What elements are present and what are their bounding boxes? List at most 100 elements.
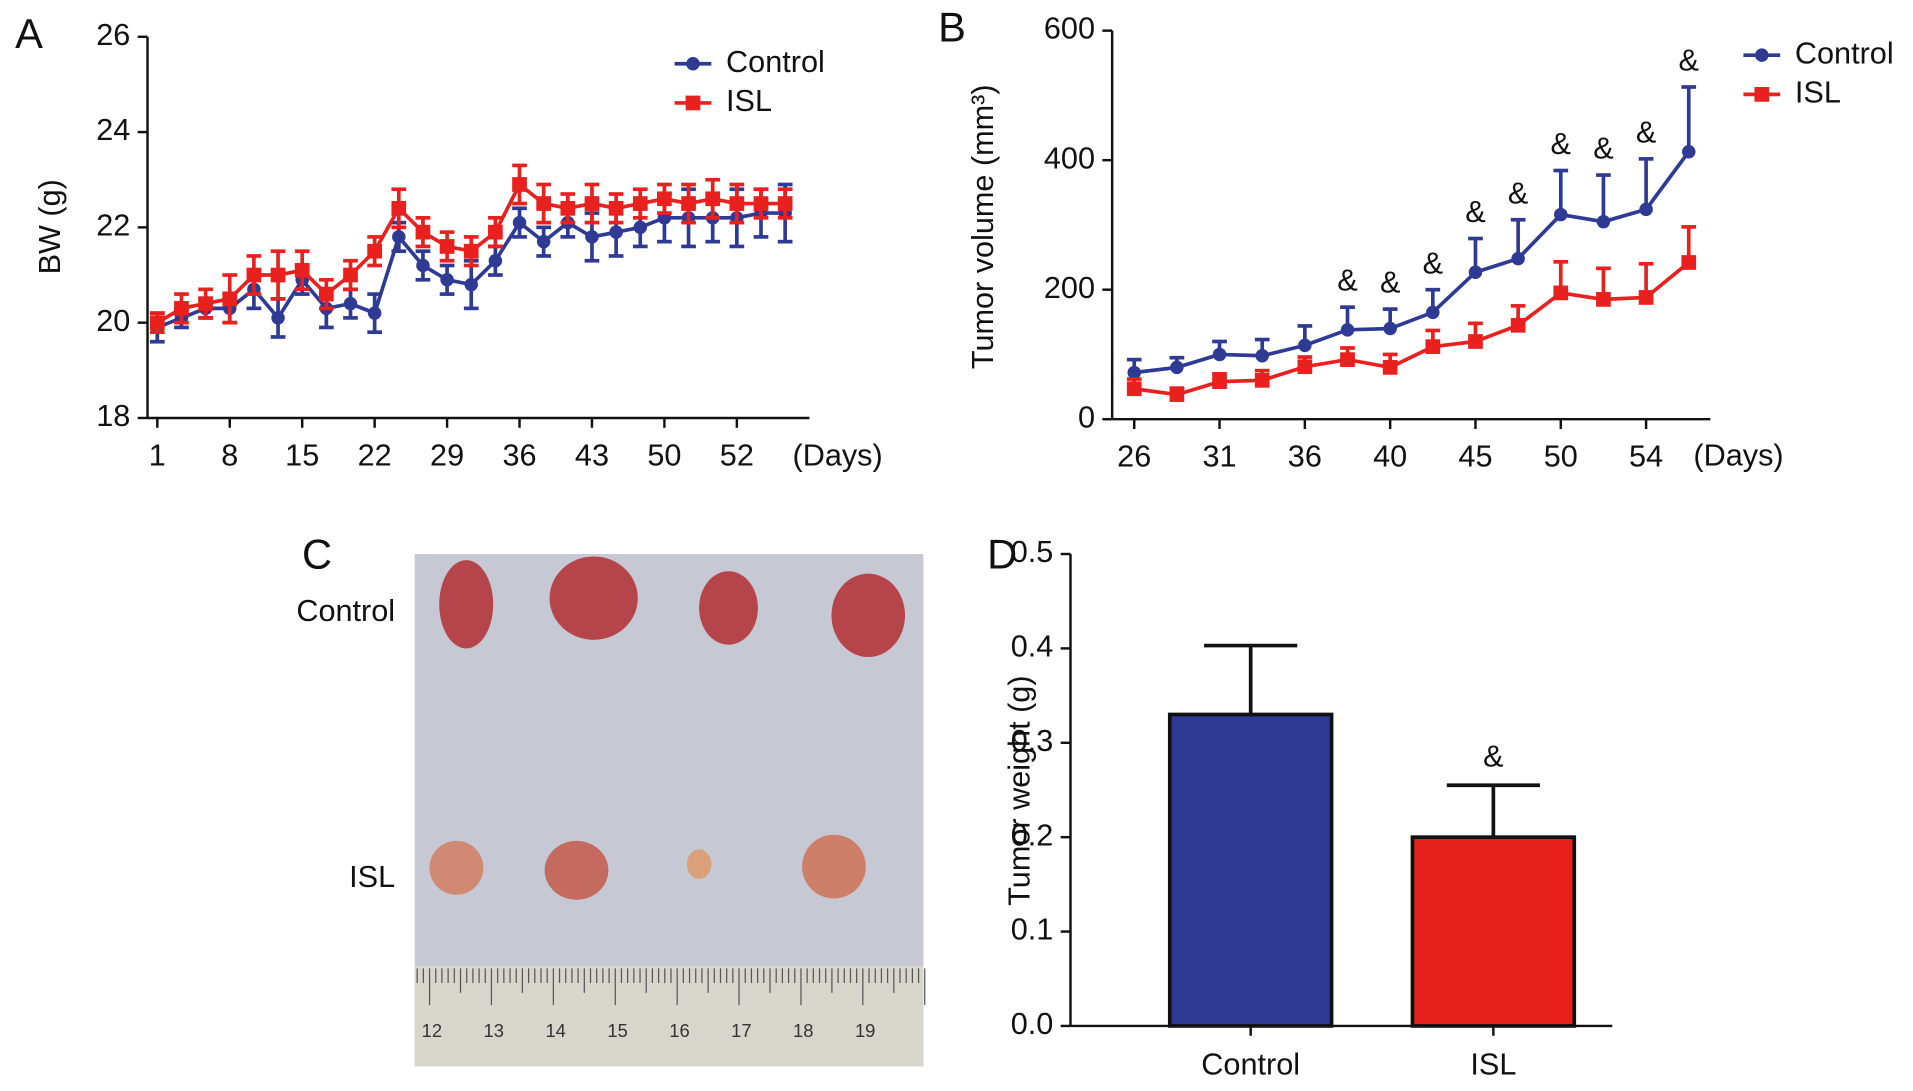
- point: [609, 225, 623, 239]
- point: [1254, 372, 1270, 388]
- x-tick-label: 43: [575, 438, 609, 472]
- point: [705, 191, 721, 207]
- significance-mark: &: [1465, 195, 1485, 229]
- row-label: ISL: [349, 860, 395, 894]
- point: [463, 243, 479, 259]
- x-tick-label: 36: [502, 438, 536, 472]
- y-tick-label: 0.4: [1011, 630, 1054, 664]
- point: [1639, 202, 1653, 217]
- y-tick-label: 600: [1044, 12, 1095, 46]
- x-tick-label: 22: [358, 438, 392, 472]
- point: [440, 273, 454, 287]
- series: ISL: [1126, 75, 1841, 402]
- point: [1682, 145, 1696, 159]
- tumor-photo: Control ISL C 12 13 14 15 16 17 18 19: [296, 531, 926, 1067]
- point: [318, 286, 334, 302]
- x-tick-label: Control: [1201, 1047, 1300, 1081]
- significance-mark: &: [1380, 266, 1400, 300]
- point: [488, 224, 503, 240]
- point: [1681, 255, 1697, 270]
- y-tick-label: 400: [1044, 141, 1095, 175]
- point: [1255, 348, 1269, 363]
- panel-letter: A: [15, 10, 43, 57]
- point: [149, 315, 165, 331]
- tumors: [429, 556, 906, 900]
- x-tick-label: 29: [430, 438, 464, 472]
- point: [777, 196, 793, 211]
- x-axis-label: (Days): [793, 438, 883, 472]
- bar: [1410, 835, 1577, 1028]
- series: ISL: [149, 84, 793, 335]
- point: [1383, 321, 1397, 336]
- x-tick-label: 1: [149, 438, 166, 472]
- point: [1425, 339, 1441, 355]
- bar: [1167, 712, 1334, 1028]
- y-tick-label: 24: [96, 113, 130, 147]
- y-tick-label: 18: [96, 399, 130, 433]
- y-tick-label: 0.1: [1011, 913, 1054, 947]
- point: [1382, 360, 1398, 375]
- x-tick-label: 45: [1458, 440, 1492, 474]
- point: [1510, 317, 1526, 333]
- point: [270, 267, 286, 283]
- legend-symbol: [1755, 48, 1769, 62]
- point: [608, 200, 624, 216]
- point: [343, 296, 358, 311]
- point: [1468, 334, 1483, 349]
- point: [271, 311, 285, 325]
- y-axis-label: Tumor weight (g): [1003, 675, 1037, 905]
- significance-mark: &: [1483, 739, 1503, 773]
- point: [1511, 251, 1525, 266]
- point: [1596, 214, 1611, 229]
- x-tick-label: 31: [1203, 440, 1237, 474]
- point: [1170, 360, 1184, 375]
- point: [1297, 359, 1313, 375]
- point: [367, 243, 382, 259]
- x-tick-label: 26: [1117, 440, 1151, 474]
- point: [1126, 381, 1142, 397]
- point: [416, 258, 430, 273]
- point: [198, 296, 213, 311]
- series: & &&&&& & && Control: [1126, 36, 1894, 380]
- x-tick-label: 52: [720, 438, 754, 472]
- x-tick-label: ISL: [1470, 1047, 1516, 1081]
- legend-symbol: [686, 56, 700, 71]
- ruler-label: 17: [731, 1020, 751, 1041]
- point: [1468, 265, 1483, 279]
- significance-mark: &: [1337, 264, 1357, 298]
- y-tick-label: 26: [96, 18, 130, 52]
- legend-symbol: [685, 95, 701, 111]
- point: [415, 224, 431, 240]
- y-tick-label: 0.3: [1011, 724, 1054, 758]
- point: [246, 267, 262, 283]
- point: [512, 215, 527, 230]
- x-axis-label: (Days): [1693, 438, 1783, 472]
- point: [512, 177, 527, 192]
- ruler-label: 13: [484, 1020, 504, 1041]
- legend-label: ISL: [1795, 75, 1841, 109]
- point: [367, 306, 382, 320]
- point: [1340, 352, 1355, 367]
- x-tick-label: 50: [1544, 440, 1578, 474]
- x-tick-label: 15: [285, 438, 319, 472]
- point: [753, 196, 769, 211]
- point: [1298, 338, 1312, 353]
- point: [585, 230, 599, 244]
- x-tick-label: 50: [647, 438, 681, 472]
- legend-symbol: [1754, 87, 1770, 102]
- y-tick-label: 22: [96, 208, 130, 242]
- point: [536, 234, 551, 249]
- point: [1596, 292, 1611, 307]
- ruler-label: 14: [545, 1020, 565, 1041]
- point: [488, 253, 503, 268]
- y-tick-label: 200: [1044, 271, 1095, 305]
- y-tick-label: 20: [96, 304, 130, 338]
- point: [536, 196, 552, 211]
- significance-mark: &: [1551, 127, 1571, 161]
- x-tick-label: 36: [1288, 440, 1322, 474]
- significance-mark: &: [1679, 44, 1699, 78]
- significance-mark: &: [1423, 246, 1443, 280]
